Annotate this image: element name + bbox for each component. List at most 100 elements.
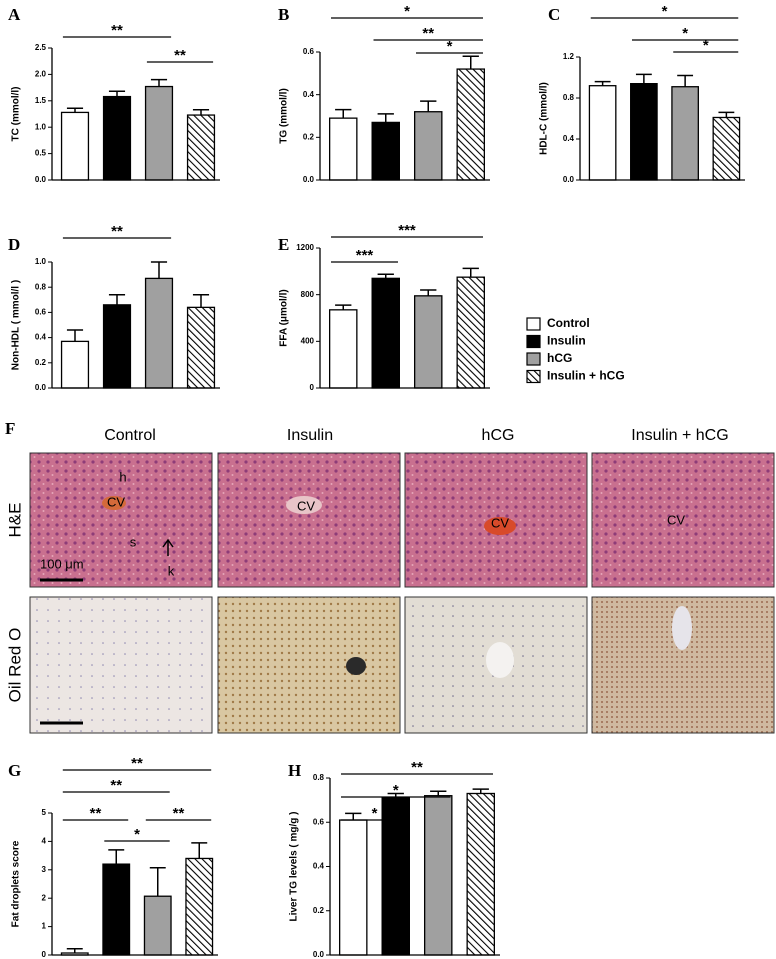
row-header: Oil Red O	[5, 628, 24, 703]
vein	[484, 517, 516, 535]
significance-label: *	[662, 3, 668, 20]
significance-label: **	[174, 47, 186, 64]
column-header: Control	[104, 427, 156, 444]
y-tick-label: 0.0	[563, 175, 575, 184]
annotation: CV	[667, 512, 685, 527]
chart: D Non-HDL ( mmol/l ) 0.0 0.2 0.4 0.6 0.8 1.0 **	[8, 223, 220, 392]
bar	[371, 121, 400, 181]
bar	[671, 86, 699, 181]
y-axis-label: HDL-C (mmol/l)	[539, 82, 550, 155]
significance-label: *	[393, 782, 399, 799]
bar	[456, 276, 485, 389]
y-tick-label: 0.8	[313, 773, 325, 782]
y-tick-label: 0	[42, 950, 47, 959]
panel-letter: G	[8, 761, 21, 780]
annotation: s	[130, 534, 137, 549]
annotation: h	[119, 469, 126, 484]
panel-letter: H	[288, 761, 301, 780]
significance-label: *	[682, 25, 688, 42]
y-tick-label: 0.6	[35, 308, 47, 317]
panel-letter: C	[548, 5, 560, 24]
bar	[102, 863, 131, 956]
image	[29, 596, 213, 734]
column-header: Insulin + hCG	[631, 427, 728, 444]
image	[217, 596, 401, 734]
micrographs: F Control Insulin hCG Insulin + hCG H&E …	[5, 419, 775, 734]
significance-label: **	[111, 223, 123, 240]
y-tick-label: 2	[42, 893, 47, 902]
arrow-head	[162, 538, 174, 548]
y-axis-label: FFA (μmol/l)	[279, 289, 290, 346]
legend-label: Insulin + hCG	[547, 369, 625, 383]
y-tick-label: 0	[310, 383, 315, 392]
panel-letter: B	[278, 5, 289, 24]
bar	[60, 340, 90, 389]
annotation: CV	[297, 498, 315, 513]
bar	[328, 117, 358, 181]
vein	[486, 642, 514, 678]
bar	[338, 819, 368, 956]
bar	[630, 83, 658, 181]
significance-label: **	[110, 777, 122, 794]
y-tick-label: 1	[42, 922, 47, 931]
column-header: hCG	[482, 427, 515, 444]
significance-label: **	[90, 805, 102, 822]
y-tick-label: 0.8	[35, 282, 47, 291]
y-axis-label: TG (mmol/l)	[279, 88, 290, 144]
chart: E FFA (μmol/l) 0 400 800 1200 *** ***	[278, 222, 490, 392]
chart: A TC (mmol/l) 0.0 0.5 1.0 1.5 2.0 2.5 ** **	[8, 5, 220, 184]
vein	[102, 496, 126, 510]
y-tick-label: 0.8	[563, 93, 575, 102]
annotation: k	[168, 563, 175, 578]
y-tick-label: 0.2	[303, 132, 315, 141]
significance-label: *	[447, 38, 453, 55]
row-header: H&E	[5, 503, 24, 538]
y-tick-label: 0.0	[313, 950, 325, 959]
significance-label: *	[404, 3, 410, 20]
bar	[413, 111, 443, 181]
image	[217, 452, 401, 588]
column-header: Insulin	[287, 427, 333, 444]
bar	[712, 116, 741, 181]
y-tick-label: 1.2	[563, 52, 575, 61]
significance-label: **	[422, 25, 434, 42]
panel-letter: A	[8, 5, 21, 24]
bar	[413, 295, 443, 389]
bar	[371, 277, 400, 389]
bar	[423, 795, 453, 956]
y-tick-label: 0.6	[313, 817, 325, 826]
legend-swatch	[526, 317, 541, 331]
y-tick-label: 0.6	[303, 47, 315, 56]
bar	[185, 857, 214, 956]
vein	[672, 606, 692, 650]
y-tick-label: 0.4	[303, 90, 315, 99]
y-tick-label: 3	[42, 865, 47, 874]
y-tick-label: 2.5	[35, 43, 47, 52]
significance-label: *	[134, 826, 140, 843]
y-tick-label: 4	[42, 837, 47, 846]
vein	[286, 496, 322, 514]
image	[591, 452, 775, 588]
bar	[381, 797, 410, 956]
bar	[144, 85, 174, 181]
annotation: CV	[107, 494, 125, 509]
bar	[60, 111, 90, 181]
y-tick-label: 400	[301, 336, 315, 345]
panel-letter: E	[278, 235, 289, 254]
y-tick-label: 0.4	[313, 862, 325, 871]
significance-label: *	[703, 37, 709, 54]
legend-swatch	[526, 334, 541, 349]
significance-label: *	[372, 805, 378, 822]
legend-label: Control	[547, 316, 590, 330]
bar	[144, 277, 174, 389]
significance-label: ***	[398, 222, 416, 239]
bar	[328, 309, 358, 389]
image	[29, 452, 213, 588]
legend-label: hCG	[547, 351, 572, 365]
bar	[186, 306, 216, 389]
chart: BTG (mmol/l)0.00.20.40.6****	[278, 3, 490, 184]
y-tick-label: 0.5	[35, 149, 47, 158]
y-tick-label: 1.0	[35, 122, 47, 131]
